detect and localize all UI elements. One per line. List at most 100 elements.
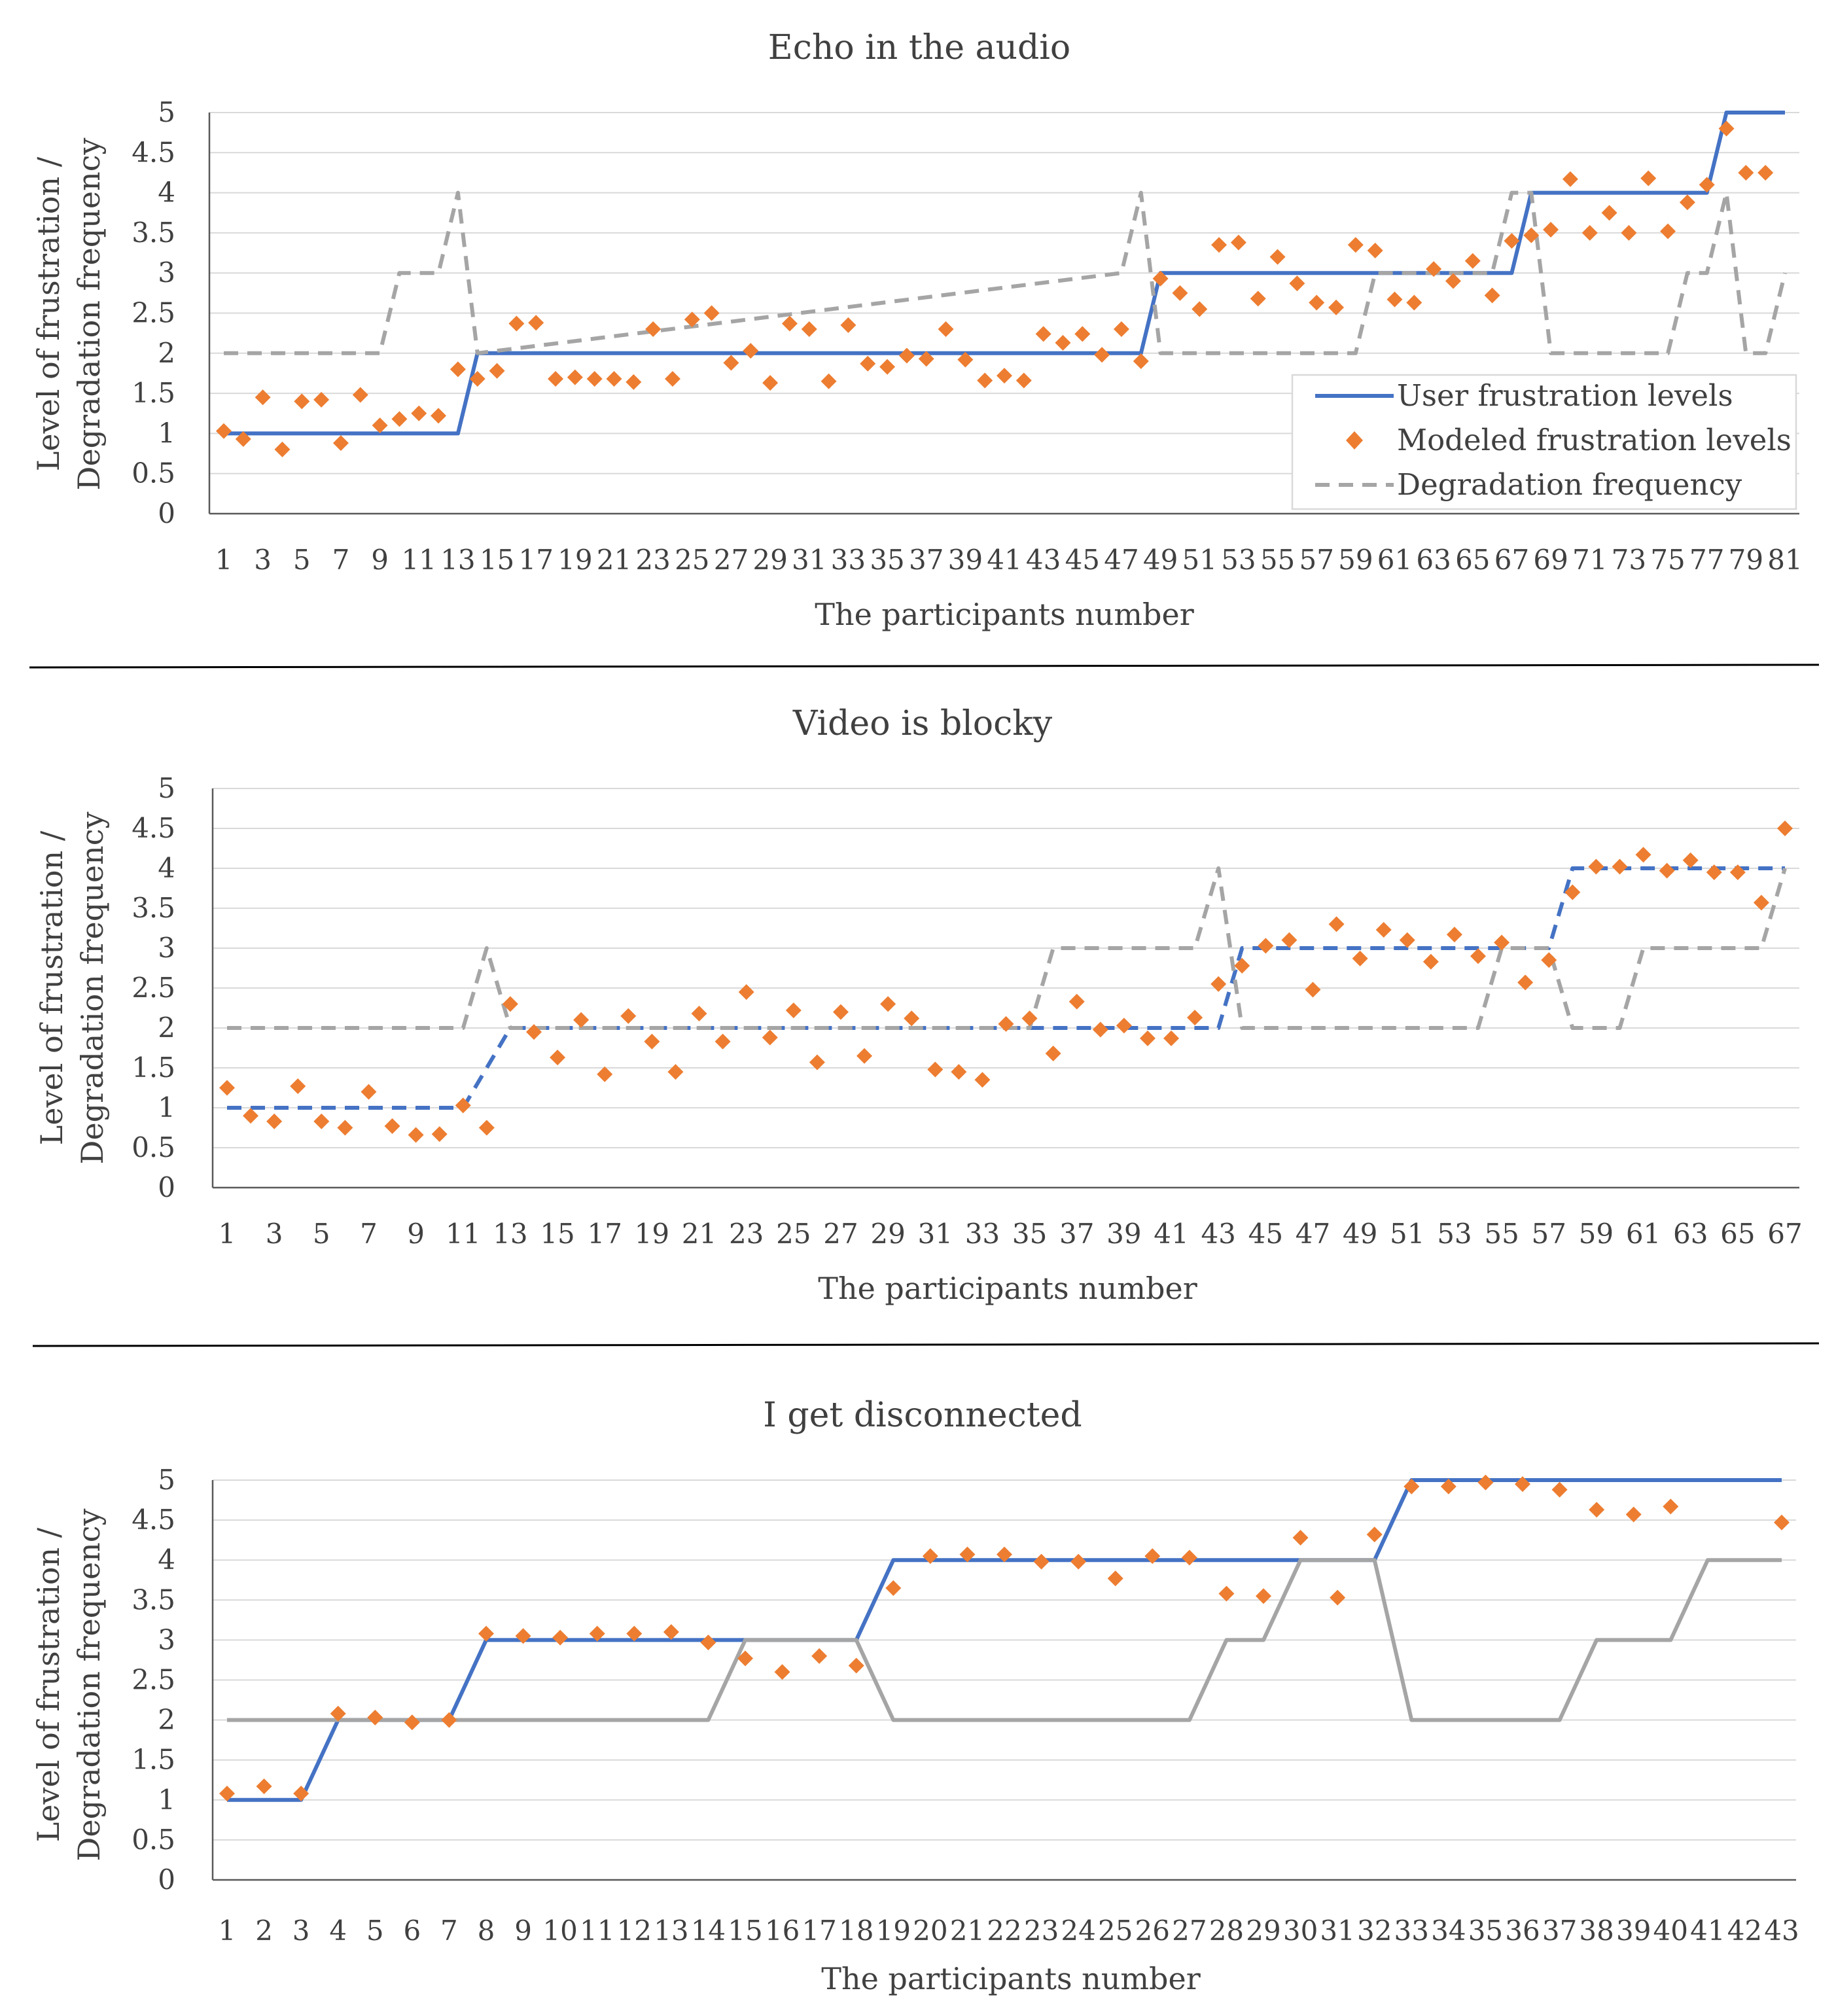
scatter-point — [684, 311, 700, 328]
x-tick-label: 27 — [823, 1218, 858, 1250]
scatter-point — [1230, 234, 1246, 251]
scatter-point — [997, 1546, 1012, 1563]
scatter-point — [620, 1008, 637, 1024]
scatter-point — [1679, 194, 1695, 211]
scatter-point — [1250, 291, 1266, 307]
y-tick-label: 4 — [158, 177, 175, 209]
y-tick-label: 0.5 — [132, 457, 175, 489]
legend-label-modeled-frustration: Modeled frustration levels — [1397, 423, 1792, 457]
scatter-point — [1515, 1476, 1530, 1493]
scatter-point — [1139, 1030, 1156, 1046]
scatter-point — [809, 1054, 825, 1070]
scatter-point — [1625, 1506, 1642, 1523]
scatter-point — [832, 1004, 849, 1020]
x-tick-label: 55 — [1260, 544, 1295, 576]
scatter-point — [548, 371, 564, 387]
scatter-point — [1152, 270, 1169, 287]
scatter-point — [1328, 916, 1345, 932]
scatter-point — [737, 1650, 753, 1667]
scatter-point — [1281, 932, 1298, 948]
scatter-point — [1562, 171, 1578, 187]
scatter-point — [898, 347, 915, 364]
x-tick-label: 19 — [876, 1915, 911, 1947]
scatter-point — [885, 1580, 902, 1596]
scatter-point — [1256, 1588, 1271, 1604]
x-tick-label: 13 — [440, 544, 475, 576]
scatter-point — [1753, 894, 1769, 911]
scatter-point — [644, 1033, 660, 1050]
y-tick-label: 2 — [158, 337, 175, 369]
x-tick-label: 7 — [332, 544, 350, 576]
x-tick-label: 17 — [802, 1915, 836, 1947]
x-tick-label: 23 — [635, 544, 670, 576]
x-tick-label: 35 — [1012, 1218, 1047, 1250]
x-tick-label: 4 — [329, 1915, 347, 1947]
scatter-point — [1774, 1514, 1790, 1530]
y-tick-label: 1.5 — [132, 1052, 175, 1084]
y-tick-label: 4 — [158, 852, 175, 884]
x-tick-label: 9 — [514, 1915, 532, 1947]
x-tick-label: 11 — [580, 1915, 614, 1947]
scatter-point — [408, 1127, 424, 1143]
scatter-point — [715, 1033, 731, 1050]
x-tick-label: 43 — [1764, 1915, 1799, 1947]
legend-swatch-modeled-frustration — [1346, 431, 1363, 450]
scatter-point — [1328, 299, 1345, 315]
scatter-point — [1523, 227, 1540, 243]
x-tick-label: 57 — [1532, 1218, 1566, 1250]
scatter-point — [1181, 1549, 1197, 1566]
scatter-point — [1399, 932, 1415, 948]
legend-label-degradation-frequency: Degradation frequency — [1397, 467, 1742, 502]
scatter-point — [1440, 1478, 1456, 1494]
x-axis-title: The participants number — [818, 1271, 1197, 1306]
scatter-point — [290, 1078, 306, 1095]
scatter-point — [1757, 164, 1774, 181]
scatter-point — [489, 363, 505, 379]
y-axis-title-line-2: Degradation frequency — [71, 1509, 107, 1862]
scatter-point — [1612, 858, 1628, 875]
x-tick-label: 71 — [1572, 544, 1607, 576]
scatter-point — [1504, 233, 1520, 249]
y-tick-label: 0 — [158, 1864, 175, 1896]
scatter-point — [1660, 223, 1676, 239]
scatter-point — [1068, 993, 1085, 1010]
y-tick-label: 4.5 — [132, 136, 175, 168]
y-tick-label: 2.5 — [132, 972, 175, 1004]
panel-echo-in-the-audio: Echo in the audio Level of frustration /… — [31, 28, 1803, 632]
y-tick-label: 0.5 — [132, 1824, 175, 1856]
scatter-point — [1564, 884, 1581, 900]
scatter-point — [801, 321, 817, 338]
x-tick-label: 30 — [1283, 1915, 1318, 1947]
x-tick-label: 69 — [1533, 544, 1568, 576]
x-tick-label: 3 — [266, 1218, 283, 1250]
x-tick-label: 16 — [765, 1915, 800, 1947]
scatter-point — [502, 996, 518, 1012]
series-line-degradation — [227, 866, 1787, 1030]
scatter-point — [664, 371, 680, 387]
scatter-point — [1107, 1570, 1123, 1587]
scatter-point — [951, 1064, 967, 1080]
x-tick-label: 25 — [1098, 1915, 1133, 1947]
y-tick-label: 0.5 — [132, 1131, 175, 1163]
scatter-point — [1718, 120, 1735, 137]
x-tick-label: 25 — [675, 544, 709, 576]
scatter-point — [567, 369, 583, 385]
y-tick-labels: 0 0.5 1 1.5 2 2.5 3 3.5 4 4.5 5 — [132, 772, 175, 1203]
scatter-point — [1464, 253, 1481, 269]
scatter-point — [1375, 921, 1392, 938]
y-tick-label: 1.5 — [132, 1744, 175, 1776]
legend: User frustration levels Modeled frustrat… — [1291, 374, 1797, 510]
x-tick-label: 51 — [1390, 1218, 1424, 1250]
scatter-point — [313, 391, 330, 408]
scatter-point — [645, 321, 662, 338]
x-tick-label: 1 — [219, 1915, 236, 1947]
series-layer — [216, 111, 1787, 457]
x-tick-label: 63 — [1416, 544, 1451, 576]
scatter-point — [525, 1024, 542, 1040]
y-tick-label: 3.5 — [132, 1583, 175, 1616]
scatter-point — [1406, 294, 1422, 311]
gridlines — [211, 788, 1799, 1189]
scatter-point — [337, 1120, 353, 1136]
y-tick-label: 4 — [158, 1544, 175, 1576]
scatter-point — [1330, 1589, 1346, 1606]
